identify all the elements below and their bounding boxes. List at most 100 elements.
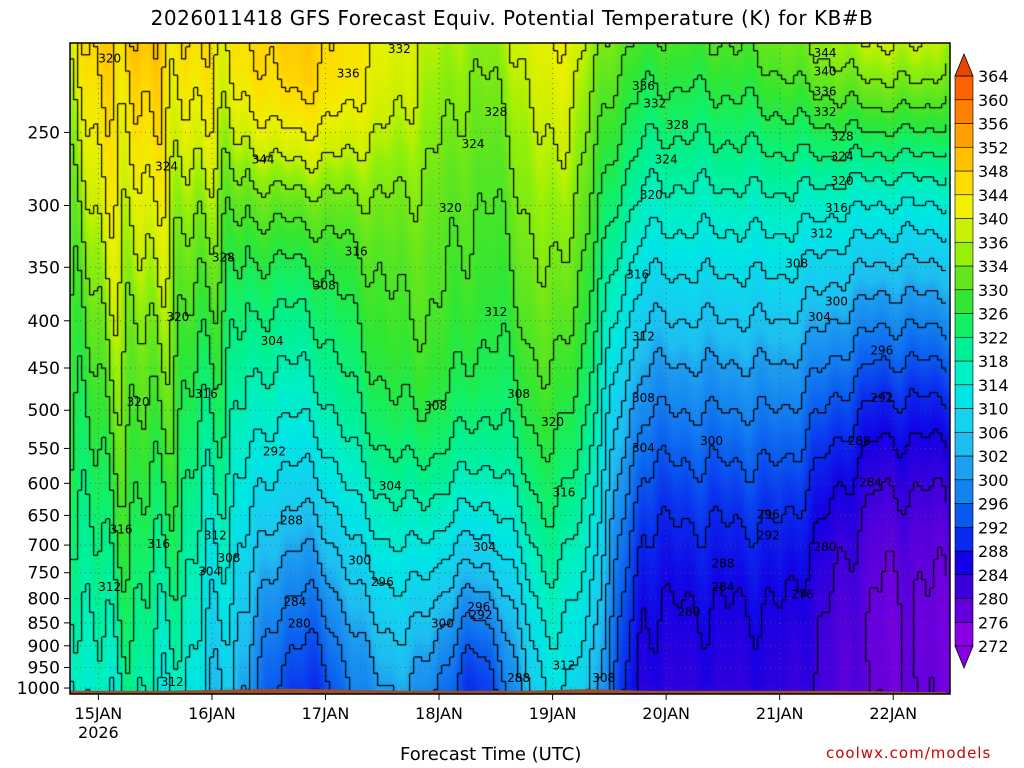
contour-label: 308 [424, 399, 447, 413]
colorbar-swatch [954, 336, 974, 362]
ground-terrain [70, 688, 950, 694]
colorbar-label: 348 [978, 162, 1009, 181]
colorbar-label: 276 [978, 613, 1009, 632]
contour-label: 304 [808, 310, 831, 324]
colorbar-swatch [954, 289, 974, 314]
contour-label: 304 [198, 564, 221, 578]
contour-label: 316 [195, 387, 218, 401]
credit-link[interactable]: coolwx.com/models [826, 744, 992, 762]
contour-label: 344 [252, 152, 275, 166]
colorbar-swatch [954, 75, 974, 101]
contour-label: 304 [632, 441, 655, 455]
colorbar-swatch [954, 146, 974, 172]
colorbar-label: 272 [978, 637, 1009, 656]
colorbar-swatch [954, 265, 974, 291]
contour-label: 292 [470, 608, 493, 622]
colorbar-swatch [954, 550, 974, 576]
contour-label: 300 [348, 554, 371, 568]
contour-label: 292 [870, 391, 893, 405]
y-tick-label: 850 [28, 614, 60, 634]
contour-label: 300 [700, 434, 723, 448]
contour-label: 280 [677, 605, 700, 619]
contour-label: 280 [814, 540, 837, 554]
contour-label: 320 [831, 174, 854, 188]
colorbar-label: 302 [978, 447, 1009, 466]
contour-label: 316 [147, 537, 170, 551]
contour-label: 328 [831, 129, 854, 143]
contour-label: 284 [283, 595, 306, 609]
colorbar-label: 306 [978, 423, 1009, 442]
colorbar-swatch [954, 408, 974, 433]
contour-label: 288 [711, 556, 734, 570]
contour-label: 332 [814, 105, 837, 119]
contour-label: 336 [337, 67, 360, 81]
contour-label: 312 [484, 305, 507, 319]
contour-label: 300 [825, 294, 848, 308]
contour-label: 324 [831, 149, 854, 163]
contour-label: 340 [814, 65, 837, 79]
y-tick-label: 950 [28, 658, 60, 678]
x-tick-label: 20JAN [642, 704, 690, 723]
contour-label: 324 [462, 137, 485, 151]
contour-label: 316 [626, 268, 649, 282]
y-tick-label: 750 [28, 564, 60, 584]
contour-label: 316 [552, 485, 575, 499]
y-tick-label: 600 [28, 474, 60, 494]
x-tick-label: 18JAN [415, 704, 463, 723]
y-tick-label: 300 [28, 197, 60, 217]
contour-label: 296 [467, 600, 490, 614]
contour-label: 328 [666, 118, 689, 132]
colorbar-label: 300 [978, 471, 1009, 490]
y-tick-label: 400 [28, 312, 60, 332]
contour-label: 312 [204, 528, 227, 542]
contour-label: 308 [785, 256, 808, 270]
y-tick-label: 650 [28, 506, 60, 526]
contour-label: 312 [161, 675, 184, 689]
contour-label: 344 [814, 46, 837, 60]
y-tick-label: 700 [28, 536, 60, 556]
colorbar-swatch [954, 99, 974, 124]
x-tick-label: 19JAN [529, 704, 577, 723]
contour-label: 276 [791, 588, 814, 602]
colorbar-label: 340 [978, 210, 1009, 229]
x-tick-sublabel: 2026 [78, 723, 119, 742]
contour-label: 308 [592, 671, 615, 685]
colorbar-label: 296 [978, 495, 1009, 514]
colorbar-swatch [954, 455, 974, 481]
colorbar-label: 318 [978, 352, 1009, 371]
contour-label: 320 [640, 188, 663, 202]
x-axis-label: Forecast Time (UTC) [400, 744, 582, 765]
colorbar-label: 280 [978, 590, 1009, 609]
contour-label: 320 [127, 395, 150, 409]
contour-label: 336 [814, 85, 837, 99]
contour-label: 308 [218, 551, 241, 565]
colorbar-label: 336 [978, 233, 1009, 252]
colorbar-swatch [954, 621, 974, 647]
contour-label: 296 [757, 507, 780, 521]
colorbar-label: 292 [978, 518, 1009, 537]
x-tick-label: 17JAN [302, 704, 350, 723]
contour-label: 288 [507, 671, 530, 685]
contour-label: 336 [632, 79, 655, 93]
contour-label: 316 [345, 245, 368, 259]
contour-label: 324 [655, 152, 678, 166]
colorbar-swatch [954, 598, 974, 623]
contour-label: 280 [288, 617, 311, 631]
colorbar-swatch [954, 574, 974, 599]
y-tick-label: 1000 [17, 679, 60, 699]
colorbar-swatch [954, 194, 974, 219]
colorbar-label: 344 [978, 186, 1009, 205]
colorbar-label: 356 [978, 115, 1009, 134]
colorbar-swatch [954, 170, 974, 196]
contour-label: 328 [212, 251, 235, 265]
colorbar-swatch [954, 384, 974, 409]
contour-label: 320 [98, 52, 121, 66]
contour-label: 288 [280, 514, 303, 528]
y-tick-label: 450 [28, 359, 60, 379]
contour-label: 320 [166, 310, 189, 324]
colorbar-label: 314 [978, 376, 1009, 395]
colorbar-label: 326 [978, 305, 1009, 324]
contour-label: 296 [371, 575, 394, 589]
colorbar-swatch [954, 123, 974, 148]
contour-label: 284 [859, 476, 882, 490]
